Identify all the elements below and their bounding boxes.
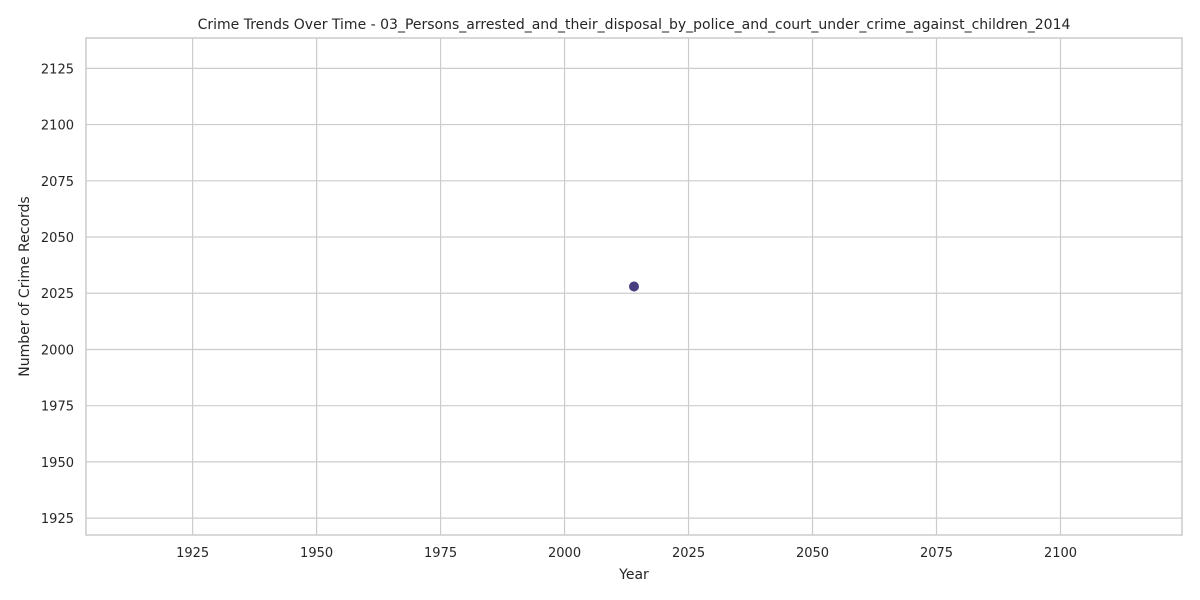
y-tick-label: 2075 [41, 175, 74, 190]
x-tick-label: 2000 [548, 546, 581, 561]
y-tick-label: 2000 [41, 343, 74, 358]
data-points [629, 281, 639, 292]
data-point [629, 281, 639, 292]
y-tick-label: 2100 [41, 119, 74, 134]
grid [86, 38, 1182, 535]
y-tick-label: 1925 [41, 512, 74, 527]
x-tick-label: 2050 [796, 546, 829, 561]
x-tick-label: 2075 [920, 546, 953, 561]
y-axis-ticks: 1925 1950 1975 2000 2025 2050 2075 2100 2125 [41, 62, 74, 527]
x-tick-label: 1925 [176, 546, 209, 561]
x-tick-label: 2025 [672, 546, 705, 561]
y-tick-label: 1975 [41, 400, 74, 415]
plot-frame [85, 37, 1183, 536]
x-tick-label: 2100 [1044, 546, 1077, 561]
x-axis-ticks: 1925 1950 1975 2000 2025 2050 2075 2100 [176, 546, 1077, 561]
x-tick-label: 1950 [300, 546, 333, 561]
y-tick-label: 2025 [41, 287, 74, 302]
y-axis-label: Number of Crime Records [17, 196, 33, 376]
y-tick-label: 2125 [41, 62, 74, 77]
x-axis-label: Year [618, 567, 649, 583]
x-tick-label: 1975 [424, 546, 457, 561]
y-tick-label: 2050 [41, 231, 74, 246]
chart-title: Crime Trends Over Time - 03_Persons_arre… [198, 17, 1071, 33]
y-tick-label: 1950 [41, 456, 74, 471]
